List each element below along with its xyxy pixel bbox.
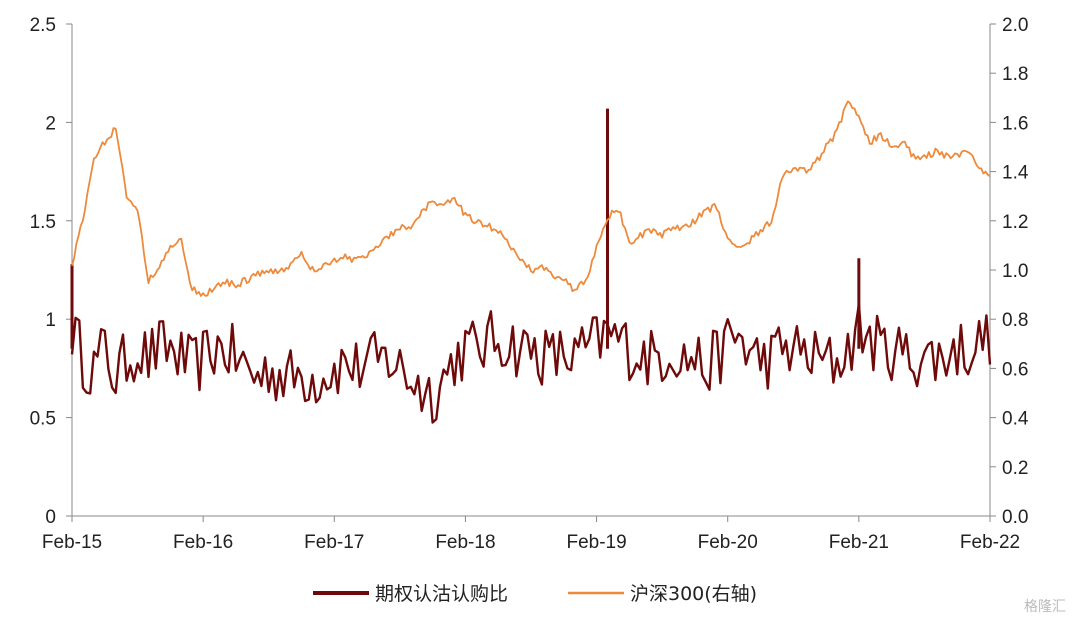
x-tick-label: Feb-19 <box>566 532 626 553</box>
left-tick-label: 0 <box>45 507 56 528</box>
right-tick-label: 0.2 <box>1002 458 1028 479</box>
x-tick-label: Feb-16 <box>173 532 233 553</box>
x-tick-label: Feb-18 <box>435 532 495 553</box>
right-tick-label: 0.0 <box>1002 507 1028 528</box>
left-tick-label: 1 <box>45 310 56 331</box>
series-line-put-call-ratio <box>70 303 992 424</box>
series-layer <box>70 100 992 424</box>
right-tick-label: 1.2 <box>1002 212 1028 233</box>
x-tick-label: Feb-17 <box>304 532 364 553</box>
legend-label: 沪深300(右轴) <box>630 583 757 605</box>
legend: 期权认沽认购比 沪深300(右轴) <box>313 583 757 605</box>
x-tick-label: Feb-15 <box>42 532 102 553</box>
left-tick-label: 0.5 <box>30 409 56 430</box>
x-tick-label: Feb-20 <box>698 532 758 553</box>
legend-label: 期权认沽认购比 <box>375 583 508 605</box>
right-tick-label: 1.8 <box>1002 64 1028 85</box>
left-tick-label: 2 <box>45 113 56 134</box>
right-tick-label: 1.0 <box>1002 261 1028 282</box>
axes: 0 0.5 1 1.5 2 2.5 0.0 0.2 0.4 0.6 0.8 1.0 1.2 1.4 1.6 1… <box>30 15 1029 553</box>
series-line-csi300 <box>71 100 991 297</box>
right-tick-label: 0.4 <box>1002 409 1029 430</box>
left-tick-label: 2.5 <box>30 15 56 36</box>
x-tick-label: Feb-22 <box>960 532 1020 553</box>
right-tick-label: 2.0 <box>1002 15 1028 36</box>
right-tick-label: 1.4 <box>1002 163 1029 184</box>
right-tick-label: 0.6 <box>1002 359 1028 380</box>
right-tick-label: 0.8 <box>1002 310 1028 331</box>
watermark-text: 格隆汇 <box>1024 599 1066 615</box>
left-tick-label: 1.5 <box>30 212 56 233</box>
right-tick-label: 1.6 <box>1002 113 1028 134</box>
x-tick-label: Feb-21 <box>829 532 889 553</box>
